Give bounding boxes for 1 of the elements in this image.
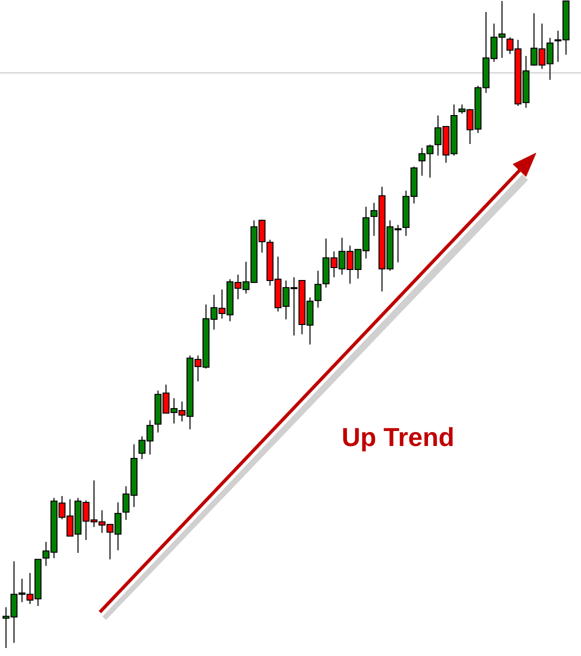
annotation: Up Trend [342, 422, 454, 452]
